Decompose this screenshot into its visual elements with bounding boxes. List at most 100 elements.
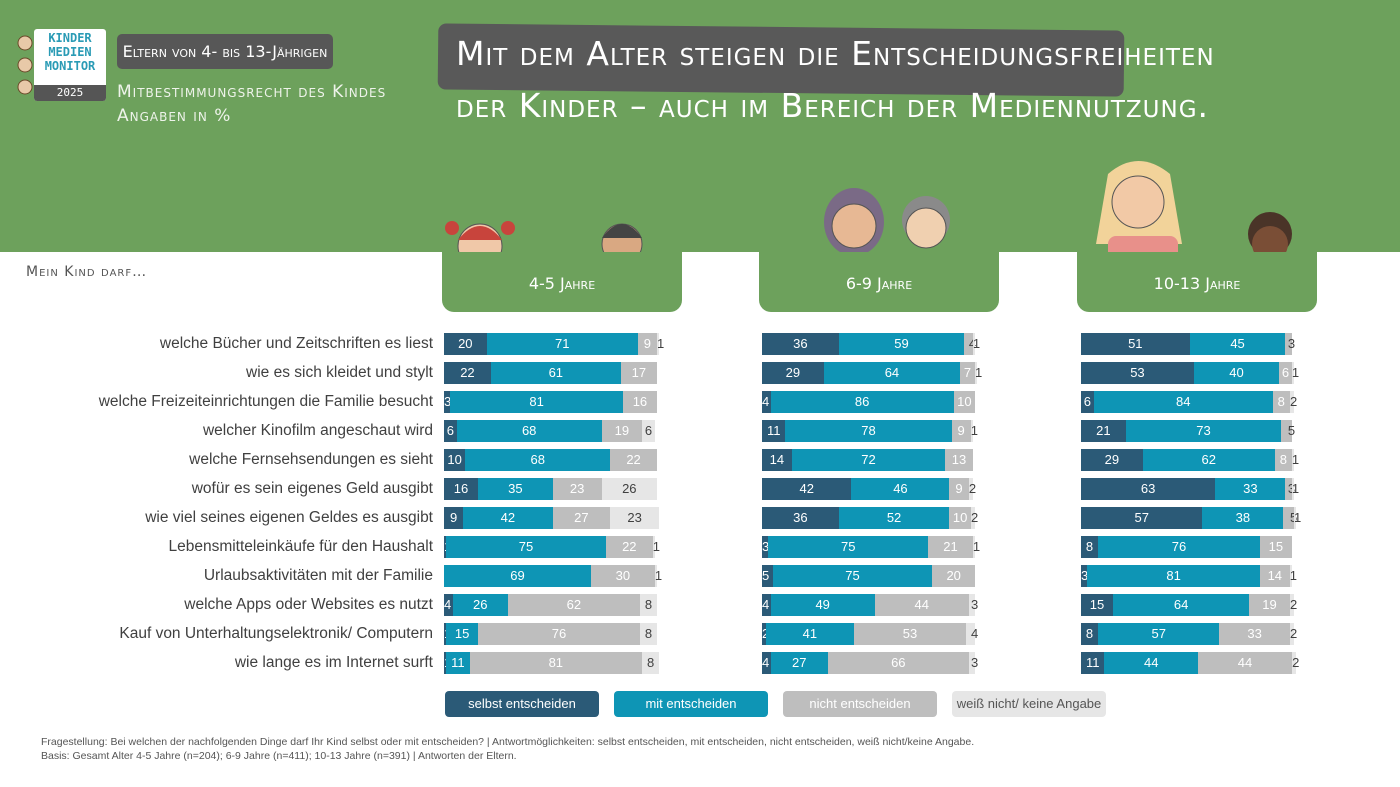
bar-value-label: 19 (1262, 597, 1277, 612)
bar-segment-nicht: 66 (828, 652, 969, 674)
bar-segment-mit: 26 (452, 594, 508, 616)
footnote-question: Fragestellung: Bei welchen der nachfolge… (41, 736, 975, 748)
bar-value-label: 35 (508, 481, 523, 496)
bar-value-label: 81 (548, 655, 564, 670)
bar-segment-selbst: 21 (1081, 420, 1126, 442)
bar-value-label: 21 (1096, 423, 1111, 438)
bar-segment-weiss: 1 (1289, 565, 1297, 587)
bar-segment-weiss: 2 (970, 507, 978, 529)
bar-segment-nicht: 27 (552, 507, 611, 529)
bar-value-label: 5 (1287, 423, 1296, 438)
bar-segment-nicht: 76 (478, 623, 640, 645)
legend-mit-entscheiden: mit entscheiden (614, 691, 768, 717)
bar-value-label: 1 (652, 539, 660, 554)
bar-value-label: 9 (957, 423, 965, 438)
bar-value-label: 75 (845, 568, 860, 583)
bar-segment-mit: 76 (1098, 536, 1260, 558)
bar-segment-selbst: 3 (444, 391, 452, 413)
bar-segment-nicht: 14 (1259, 565, 1290, 587)
bar-segment-weiss: 2 (1289, 391, 1298, 413)
bar-segment-weiss: 1 (972, 536, 980, 558)
bar-value-label: 46 (893, 481, 908, 496)
bar-segment-selbst: 11 (762, 420, 786, 442)
row-label: welcher Kinofilm angeschaut wird (202, 422, 433, 439)
bar-segment-weiss: 1 (972, 333, 980, 355)
bar-value-label: 42 (799, 481, 814, 496)
bar-segment-nicht: 15 (1259, 536, 1292, 558)
bar-value-label: 8 (644, 597, 653, 612)
bar-value-label: 23 (569, 481, 585, 496)
bar-segment-selbst: 5 (762, 565, 773, 587)
bar-value-label: 44 (914, 597, 929, 612)
bar-value-label: 1 (654, 568, 663, 583)
bar-value-label: 81 (529, 394, 544, 409)
kindermedienmonitor-logo: KINDER MEDIEN MONITOR 2025 (34, 29, 106, 101)
bar-value-label: 3 (762, 539, 770, 554)
row-label: wofür es sein eigenes Geld ausgibt (191, 480, 433, 497)
bar-value-label: 6 (1281, 365, 1290, 380)
bar-value-label: 1 (1291, 452, 1300, 467)
legend-nicht-entscheiden: nicht entscheiden (783, 691, 937, 717)
bar-segment-mit: 27 (770, 652, 829, 674)
bar-segment-selbst: 8 (1081, 536, 1099, 558)
bar-value-label: 57 (1134, 510, 1149, 525)
bar-segment-nicht: 20 (932, 565, 975, 587)
bar-value-label: 14 (769, 452, 785, 467)
bar-value-label: 36 (793, 336, 808, 351)
bar-value-label: 40 (1229, 365, 1244, 380)
bar-segment-nicht: 19 (1249, 594, 1290, 616)
bar-segment-mit: 64 (823, 362, 961, 384)
bar-value-label: 9 (955, 481, 963, 496)
bar-value-label: 3 (444, 394, 452, 409)
bar-value-label: 10 (447, 452, 462, 467)
bar-segment-selbst: 29 (762, 362, 824, 384)
bar-segment-selbst: 11 (1081, 652, 1105, 674)
bar-value-label: 29 (1104, 452, 1120, 467)
bar-value-label: 6 (446, 423, 454, 438)
bar-value-label: 21 (943, 539, 958, 554)
bar-segment-mit: 11 (446, 652, 470, 674)
logo-line3: MONITOR (44, 59, 96, 73)
audience-badge: Eltern von 4- bis 13-Jährigen (117, 34, 333, 69)
bar-value-label: 81 (1166, 568, 1181, 583)
bar-segment-selbst: 8 (1081, 623, 1099, 645)
bar-value-label: 3 (1081, 568, 1089, 583)
bar-segment-selbst: 53 (1081, 362, 1194, 384)
bar-segment-weiss: 1 (654, 565, 662, 587)
bar-value-label: 76 (551, 626, 567, 641)
bar-value-label: 15 (454, 626, 470, 641)
bar-segment-nicht: 7 (960, 362, 975, 384)
bar-segment-mit: 35 (478, 478, 553, 500)
bar-value-label: 9 (449, 510, 458, 525)
bar-segment-weiss: 8 (639, 594, 657, 616)
bar-value-label: 53 (902, 626, 918, 641)
bar-value-label: 62 (1201, 452, 1217, 467)
logo-line1: KINDER (48, 31, 92, 45)
bar-segment-selbst: 15 (1081, 594, 1113, 616)
bar-value-label: 19 (614, 423, 630, 438)
bar-segment-weiss: 2 (1289, 623, 1297, 645)
bar-value-label: 66 (891, 655, 906, 670)
row-label: wie es sich kleidet und stylt (246, 364, 433, 381)
bar-segment-nicht: 10 (949, 507, 971, 529)
bar-value-label: 3 (1287, 336, 1296, 351)
bar-value-label: 30 (615, 568, 631, 583)
bar-value-label: 10 (957, 394, 972, 409)
bar-value-label: 57 (1151, 626, 1166, 641)
bar-value-label: 1 (975, 365, 983, 380)
bar-segment-mit: 75 (772, 565, 933, 587)
bar-value-label: 1 (1291, 481, 1300, 496)
bar-value-label: 2 (1289, 394, 1298, 409)
bar-value-label: 2 (762, 623, 769, 645)
bar-segment-weiss: 1 (1291, 449, 1299, 471)
bar-segment-selbst: 4 (762, 594, 771, 616)
bar-value-label: 64 (1173, 597, 1189, 612)
bar-value-label: 15 (1089, 597, 1105, 612)
caption-unit: Angaben in % (117, 106, 232, 126)
bar-value-label: 76 (1171, 539, 1187, 554)
bar-value-label: 42 (500, 510, 516, 525)
bar-value-label: 4 (762, 597, 770, 612)
bar-value-label: 3 (1288, 478, 1295, 500)
bar-segment-weiss: 1 (1291, 362, 1299, 384)
logo-wordmark: KINDER MEDIEN MONITOR (34, 31, 106, 73)
